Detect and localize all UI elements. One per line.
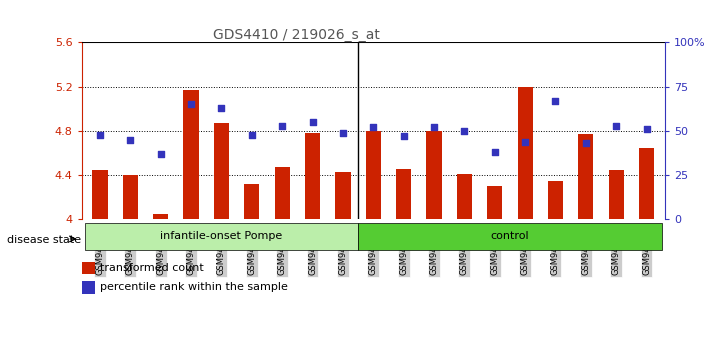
- Point: [398, 133, 410, 139]
- Point: [368, 125, 379, 130]
- Bar: [305, 133, 320, 219]
- Point: [95, 132, 106, 137]
- Point: [550, 98, 561, 104]
- Point: [155, 151, 166, 157]
- Bar: [578, 134, 594, 219]
- Point: [428, 125, 439, 130]
- Bar: [639, 148, 654, 219]
- Bar: [82, 281, 95, 294]
- Bar: [396, 169, 411, 219]
- Text: transformed count: transformed count: [100, 263, 203, 273]
- Bar: [365, 131, 381, 219]
- Point: [277, 123, 288, 129]
- Text: infantile-onset Pompe: infantile-onset Pompe: [160, 231, 282, 241]
- Text: percentile rank within the sample: percentile rank within the sample: [100, 282, 287, 292]
- Bar: [609, 170, 624, 219]
- Bar: [487, 186, 503, 219]
- Point: [459, 128, 470, 134]
- Bar: [427, 131, 442, 219]
- FancyBboxPatch shape: [85, 223, 358, 250]
- Point: [307, 119, 319, 125]
- FancyBboxPatch shape: [358, 223, 662, 250]
- Point: [580, 141, 592, 146]
- Bar: [153, 214, 169, 219]
- Bar: [548, 181, 563, 219]
- Bar: [82, 262, 95, 274]
- Point: [186, 102, 197, 107]
- Bar: [456, 174, 472, 219]
- Bar: [123, 175, 138, 219]
- Point: [215, 105, 227, 111]
- Bar: [336, 172, 351, 219]
- Point: [611, 123, 622, 129]
- Point: [246, 132, 257, 137]
- Point: [520, 139, 531, 144]
- Bar: [183, 90, 198, 219]
- Point: [124, 137, 136, 143]
- Text: control: control: [491, 231, 529, 241]
- Bar: [92, 170, 107, 219]
- Bar: [518, 87, 533, 219]
- Point: [641, 126, 652, 132]
- Bar: [274, 167, 290, 219]
- Text: disease state: disease state: [7, 235, 81, 245]
- Bar: [214, 123, 229, 219]
- Text: GDS4410 / 219026_s_at: GDS4410 / 219026_s_at: [213, 28, 380, 42]
- Bar: [244, 184, 260, 219]
- Point: [489, 149, 501, 155]
- Point: [337, 130, 348, 136]
